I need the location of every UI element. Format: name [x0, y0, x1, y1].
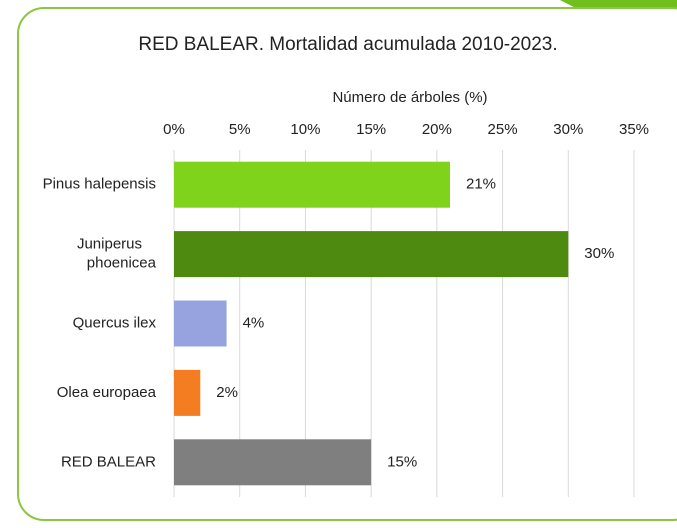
bar — [174, 369, 201, 416]
y-tick-label: Juniperus phoenicea — [77, 236, 157, 272]
x-tick-label: 15% — [356, 121, 386, 138]
x-tick-label: 35% — [619, 121, 649, 138]
data-label: 21% — [466, 176, 496, 193]
chart-title: RED BALEAR. Mortalidad acumulada 2010-20… — [138, 34, 557, 55]
bar — [174, 300, 227, 347]
y-tick-label: Pinus halepensis — [43, 176, 156, 193]
bar — [174, 439, 372, 486]
x-tick-label: 25% — [488, 121, 518, 138]
data-label: 2% — [216, 384, 238, 401]
x-tick-label: 0% — [163, 121, 185, 138]
axis-label: Número de árboles (%) — [332, 89, 487, 106]
data-label: 15% — [387, 453, 417, 470]
data-label: 30% — [584, 245, 614, 262]
data-label: 4% — [243, 314, 265, 331]
x-tick-label: 20% — [422, 121, 452, 138]
y-tick-label: Olea europaea — [57, 384, 157, 401]
x-tick-label: 30% — [553, 121, 583, 138]
x-tick-label: 5% — [229, 121, 251, 138]
y-tick-label: Quercus ilex — [73, 314, 157, 331]
bar — [174, 231, 569, 278]
bar — [174, 161, 450, 208]
y-tick-label: RED BALEAR — [61, 453, 156, 470]
x-tick-label: 10% — [290, 121, 320, 138]
